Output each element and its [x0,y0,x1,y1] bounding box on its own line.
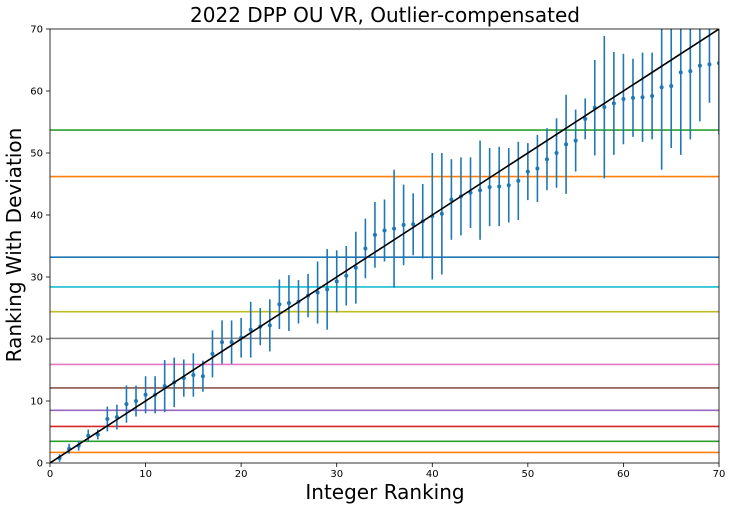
data-point [277,302,282,307]
data-point [535,166,540,171]
data-point [497,184,502,189]
data-point [688,69,693,74]
data-point [717,61,719,66]
data-point [554,151,559,155]
data-point [630,95,635,100]
plot-marks [50,29,719,463]
x-tick-label: 70 [713,469,726,480]
data-point [392,226,397,231]
y-tick-label: 0 [37,459,43,470]
x-axis-label: Integer Ranking [305,480,464,504]
data-point [544,157,549,162]
data-point [124,402,129,407]
x-tick-label: 10 [139,469,152,480]
data-point [707,62,712,67]
reference-line [50,29,719,463]
data-point [372,232,377,237]
y-axis-label: Ranking With Deviation [2,128,26,363]
data-point [105,416,110,421]
x-tick-label: 50 [521,469,534,480]
y-tick-label: 40 [30,211,43,222]
y-tick-label: 10 [30,397,43,408]
data-point [449,197,454,202]
data-point [334,279,339,284]
x-tick-label: 20 [235,469,248,480]
data-point [678,70,683,75]
data-point [134,399,139,403]
data-point [659,85,664,90]
data-point [621,97,626,102]
data-point [525,169,530,174]
data-point [573,138,578,143]
data-point [353,265,358,270]
data-point [286,301,291,306]
y-tick-label: 50 [30,149,43,160]
data-point [516,178,521,183]
data-point [315,290,320,295]
data-point [602,105,607,110]
x-tick-label: 40 [426,469,439,480]
data-point [411,222,416,227]
data-point [344,273,349,278]
data-point [478,188,483,193]
data-point [220,340,225,345]
data-point [210,351,215,356]
data-point [191,372,196,377]
data-point [697,63,702,68]
data-point [248,327,253,332]
y-tick-label: 30 [30,273,43,284]
y-tick-label: 60 [30,87,43,98]
plot-area: 0 10 20 30 40 50 60 70 0 10 20 30 40 50 60 70 [30,25,726,481]
chart-title: 2022 DPP OU VR, Outlier-compensated [190,3,580,27]
data-point [611,101,616,106]
data-point [325,287,330,292]
data-point [401,222,406,227]
data-point [229,340,234,345]
data-point [487,185,492,190]
data-point [669,84,674,89]
data-point [564,142,569,147]
data-point [650,93,655,98]
data-point [143,392,148,397]
data-point [200,374,205,379]
data-point [439,211,444,216]
x-tick-label: 0 [47,469,53,480]
y-tick-label: 70 [30,25,43,36]
data-point [583,116,588,121]
data-point [506,183,511,188]
data-point [382,228,387,233]
x-tick-label: 60 [617,469,630,480]
plot-frame [49,28,720,464]
x-tick-label: 30 [330,469,343,480]
y-tick-label: 20 [30,335,43,346]
data-point [267,323,272,328]
data-point [363,246,368,251]
data-point [640,95,645,100]
